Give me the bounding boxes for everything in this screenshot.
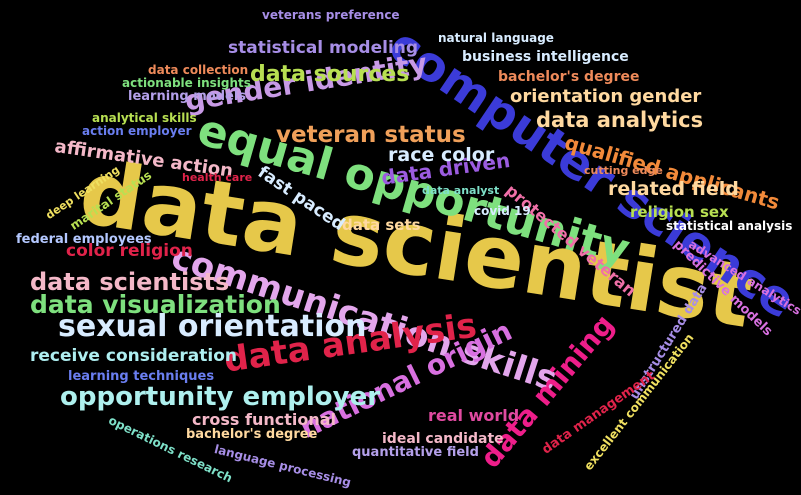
word-statistical-modeling: statistical modeling	[228, 38, 419, 58]
word-learning-models: learning models	[128, 89, 247, 104]
word-race-color: race color	[388, 144, 495, 166]
word-health-care: health care	[182, 171, 253, 184]
word-sexual-orientation: sexual orientation	[58, 309, 367, 344]
word-data-visualization: data visualization	[30, 290, 281, 319]
word-actionable-insights: actionable insights	[122, 76, 251, 90]
word-bachelors-degree-top: bachelor's degree	[498, 69, 640, 85]
word-ideal-candidate: ideal candidate	[382, 431, 504, 447]
word-data-analyst: data analyst	[422, 184, 500, 197]
word-opportunity-employer: opportunity employer	[60, 382, 381, 412]
word-religion-sex: religion sex	[630, 203, 729, 221]
word-receive-consideration: receive consideration	[30, 346, 237, 366]
word-quantitative-field: quantitative field	[352, 445, 479, 460]
word-cross-functional: cross functional	[192, 410, 337, 429]
word-data-analytics: data analytics	[536, 108, 704, 132]
word-business-intelligence: business intelligence	[462, 49, 629, 65]
word-color-religion: color religion	[66, 241, 193, 261]
word-orientation-gender: orientation gender	[510, 86, 702, 107]
word-data-scientists: data scientists	[30, 268, 230, 296]
word-data-collection: data collection	[148, 63, 249, 77]
word-covid-19: covid 19	[474, 204, 531, 218]
word-language-processing: language processing	[212, 442, 353, 490]
word-veterans-preference: veterans preference	[262, 8, 400, 22]
word-data-sets: data sets	[342, 216, 421, 234]
word-action-employer: action employer	[82, 124, 192, 138]
word-cutting-edge: cutting edge	[584, 164, 663, 177]
word-related-field: related field	[608, 178, 739, 200]
word-veteran-status: veteran status	[276, 122, 466, 148]
word-learning-techniques: learning techniques	[68, 369, 215, 384]
word-natural-language: natural language	[438, 31, 554, 45]
word-data-sources: data sources	[250, 62, 410, 87]
word-analytical-skills: analytical skills	[92, 111, 197, 125]
word-bachelors-degree-bottom: bachelor's degree	[186, 427, 318, 442]
word-federal-employees: federal employees	[16, 232, 152, 247]
word-statistical-analysis: statistical analysis	[666, 219, 793, 233]
word-real-world: real world	[428, 406, 520, 425]
